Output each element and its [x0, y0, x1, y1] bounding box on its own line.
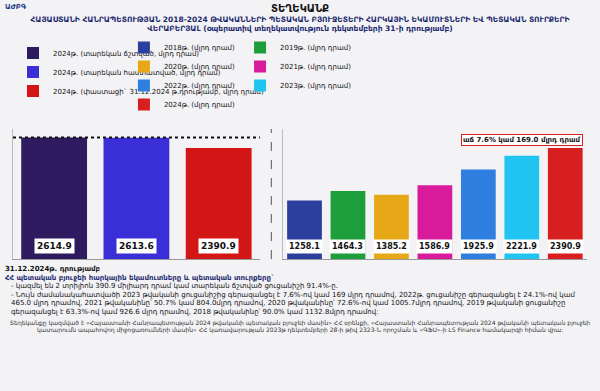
svg-text:աճ 7.6% կամ 169.0 մլրդ դրամ: աճ 7.6% կամ 169.0 մլրդ դրամ [463, 136, 581, 144]
svg-text:2023թ. (մլրդ դրամ): 2023թ. (մլրդ դրամ) [280, 82, 351, 90]
svg-text:2390.9: 2390.9 [201, 241, 236, 251]
svg-text:2021թ. (մլրդ դրամ): 2021թ. (մլրդ դրամ) [280, 63, 351, 71]
svg-text:2024թ. (տարեկան հաստատված, մլր: 2024թ. (տարեկան հաստատված, մլրդ դրամ) [53, 68, 221, 77]
svg-text:2613.6: 2613.6 [119, 241, 154, 251]
svg-text:1464.3: 1464.3 [332, 242, 363, 251]
svg-text:1925.9: 1925.9 [463, 242, 494, 251]
svg-text:1385.2: 1385.2 [376, 242, 407, 251]
svg-text:2614.9: 2614.9 [37, 241, 72, 251]
html-text:Տեղեկանքը կազմված է «Հայաստանի: Տեղեկանքը կազմված է «Հայաստանի Հանրապետո… [9, 318, 591, 333]
svg-text:1586.9: 1586.9 [419, 242, 450, 251]
html-text:31.12.2024թ. դրությամբ: 31.12.2024թ. դրությամբ [5, 265, 100, 273]
html-text:- կազմել են 2 տրիլիոն 390.9 մի: - կազմել են 2 տրիլիոն 390.9 միլիարդ դրամ… [11, 282, 338, 291]
html-text:ՏԵՂԵԿԱՆՔ: ՏԵՂԵԿԱՆՔ [271, 3, 329, 14]
svg-text:2018թ. (մլրդ դրամ): 2018թ. (մլրդ դրամ) [164, 44, 235, 52]
html-text:ՀՀ պետական բյուջեի հարկային եկ: ՀՀ պետական բյուջեի հարկային եկամուտները … [5, 273, 275, 282]
svg-text:1258.1: 1258.1 [289, 242, 320, 251]
svg-text:2022թ. (մլրդ դրամ): 2022թ. (մլրդ դրամ) [164, 82, 235, 90]
html-text:ՀԱՅԱՍՏԱՆԻ ՀԱՆՐԱՊԵՏՈՒԹՅԱՆ 2018-: ՀԱՅԱՍՏԱՆԻ ՀԱՆՐԱՊԵՏՈՒԹՅԱՆ 2018-2024 ԹՎԱԿԱ… [30, 15, 570, 33]
svg-text:2024թ. (փաստացի` 31.12.2024 թ.: 2024թ. (փաստացի` 31.12.2024 թ.դրությամբ,… [53, 87, 264, 96]
svg-text:2024թ. (մլրդ դրամ): 2024թ. (մլրդ դրամ) [164, 101, 235, 109]
svg-text:2024թ. (տարեկան ճշտված, մլրդ դ: 2024թ. (տարեկան ճշտված, մլրդ դրամ) [53, 49, 200, 58]
html-text:- Նույն ժամանակահատվածի 2023 թ: - Նույն ժամանակահատվածի 2023 թվականի ցու… [11, 290, 575, 316]
svg-text:2019թ. (մլրդ դրամ): 2019թ. (մլրդ դրամ) [280, 44, 351, 52]
svg-text:2390.9: 2390.9 [550, 242, 581, 251]
svg-text:2221.9: 2221.9 [506, 242, 537, 251]
svg-text:2020թ. (մլրդ դրամ): 2020թ. (մլրդ դրամ) [164, 63, 235, 71]
html-text:ԱԺԲԳ: ԱԺԲԳ [5, 3, 26, 11]
